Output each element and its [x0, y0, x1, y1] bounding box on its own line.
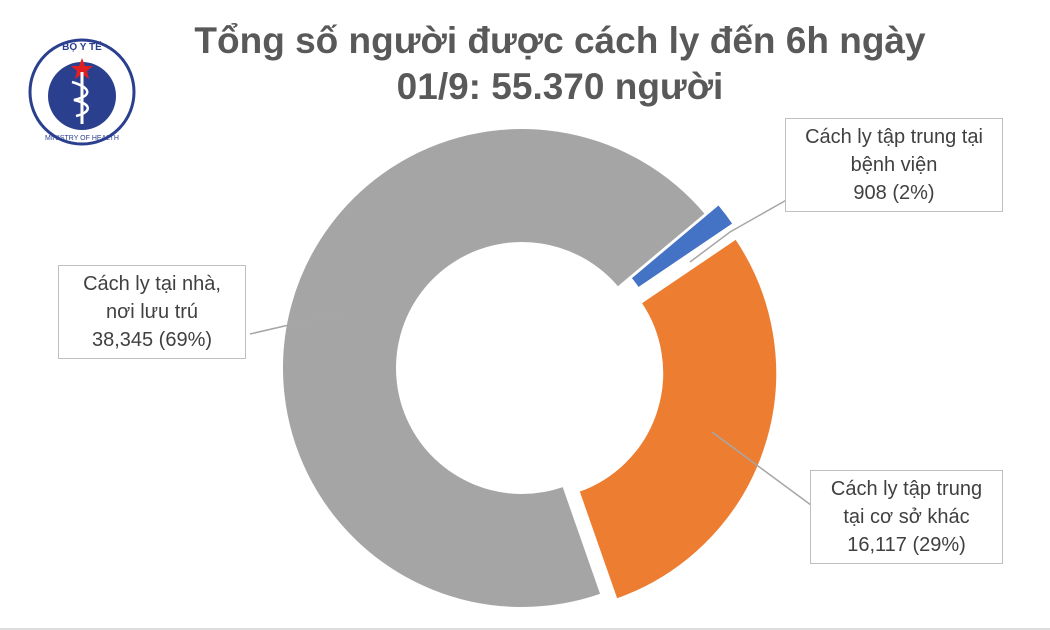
- leader-line: [249, 311, 346, 335]
- logo-top-text: BỘ Y TẾ: [62, 40, 102, 53]
- value-label: 38,345 (69%): [91, 329, 213, 351]
- slice-label: Cách ly tại nhà, nơi lưu trú 38,345 (69%…: [58, 265, 246, 359]
- leader-line: [689, 197, 791, 263]
- leaders: [249, 197, 816, 509]
- donut-slice: [629, 202, 735, 290]
- category-label: Cách ly tập trung tại cơ sở khác: [830, 478, 983, 528]
- chart-title: Tổng số người được cách ly đến 6h ngày 0…: [194, 20, 926, 107]
- value-label: 908 (2%): [853, 182, 935, 204]
- logo-star: [71, 58, 93, 79]
- leader-line: [711, 431, 816, 509]
- donut: [281, 127, 779, 609]
- category-label: Cách ly tại nhà, nơi lưu trú: [83, 273, 221, 323]
- donut-slice: [281, 127, 708, 609]
- slice-label: Cách ly tập trung tại bệnh viện 908 (2%): [785, 118, 1003, 212]
- slice-label: Cách ly tập trung tại cơ sở khác 16,117 …: [810, 470, 1003, 564]
- logo: BỘ Y TẾ MINISTRY OF HEALTH: [28, 38, 136, 146]
- logo-bottom-text: MINISTRY OF HEALTH: [45, 135, 119, 142]
- donut-slice: [577, 237, 779, 601]
- logo-snake: [71, 80, 89, 118]
- category-label: Cách ly tập trung tại bệnh viện: [805, 126, 983, 176]
- value-label: 16,117 (29%): [847, 534, 966, 556]
